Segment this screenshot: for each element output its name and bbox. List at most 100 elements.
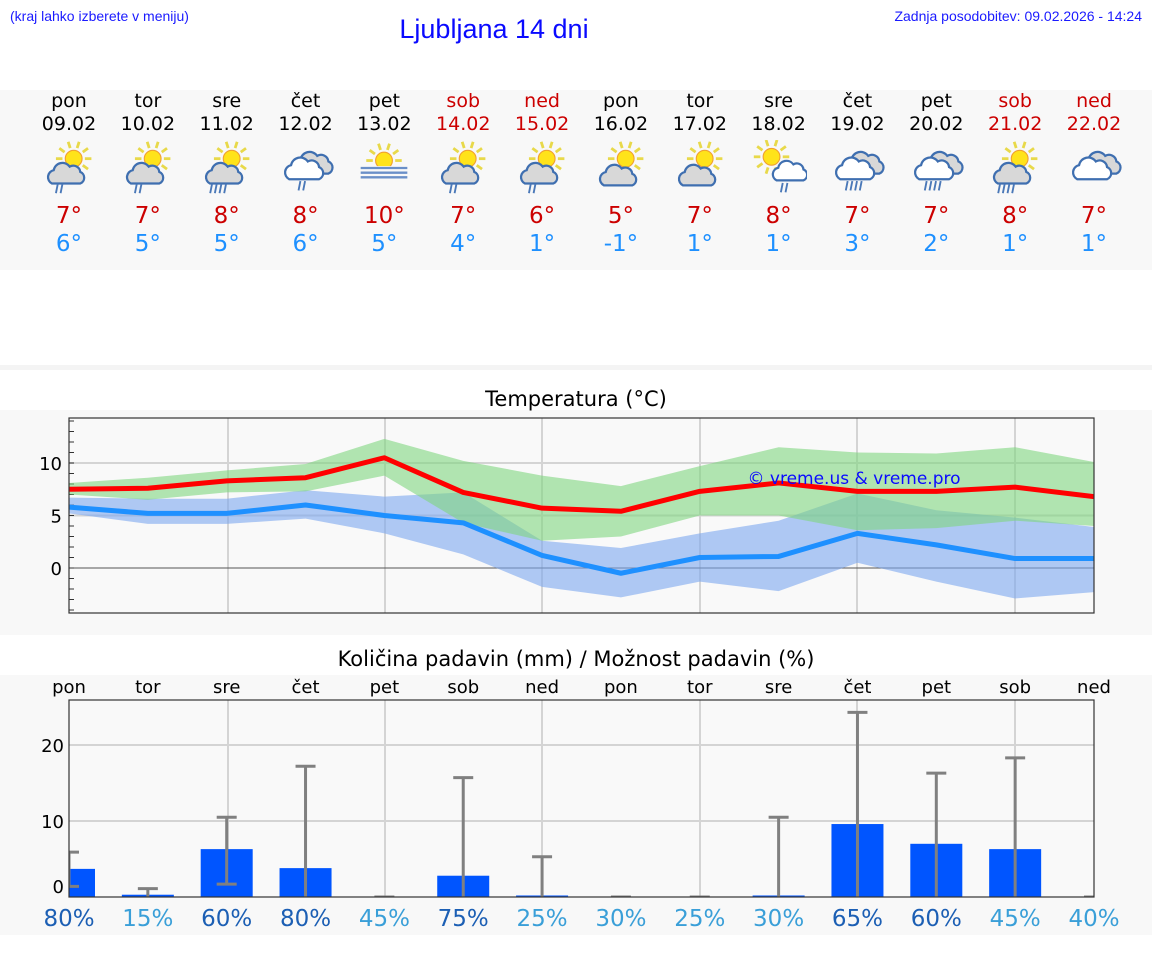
partly-cloudy-icon	[593, 140, 649, 196]
day-forecast: čet 19.02 7° 3°	[818, 90, 896, 258]
temperature-plot-frame	[68, 417, 1095, 614]
day-date: 14.02	[436, 113, 491, 135]
day-name: čet	[842, 90, 873, 112]
day-label: sob	[999, 677, 1031, 698]
min-temperature: 5°	[213, 231, 240, 257]
min-temperature-line	[69, 502, 1094, 576]
day-name: pet	[368, 90, 400, 112]
precipitation-probability: 30%	[753, 906, 804, 932]
day-label: tor	[687, 677, 713, 698]
day-label: ned	[525, 677, 559, 698]
y-tick-label: 5	[51, 507, 62, 528]
day-date: 22.02	[1066, 113, 1122, 135]
day-label: pet	[370, 677, 400, 698]
last-update: Zadnja posodobitev: 09.02.2026 - 14:24	[894, 8, 1142, 24]
day-forecast: tor 10.02 7° 5°	[109, 90, 187, 258]
min-temperature: 6°	[292, 231, 319, 257]
max-temperature-line	[69, 455, 1094, 514]
day-date: 13.02	[357, 113, 412, 135]
day-name: sre	[764, 90, 794, 112]
partly-cloudy-light-rain-icon	[41, 140, 97, 196]
precipitation-plot-frame	[68, 699, 1095, 898]
precipitation-probability: 80%	[43, 906, 94, 932]
y-tick-label: 0	[53, 877, 64, 898]
day-label: pet	[922, 677, 952, 698]
max-temperature: 8°	[765, 203, 792, 229]
day-name: čet	[290, 90, 321, 112]
min-temperature: 3°	[844, 231, 871, 257]
partly-cloudy-rain-icon	[987, 140, 1043, 196]
precipitation-probability: 75%	[438, 906, 489, 932]
precipitation-probability: 30%	[595, 906, 646, 932]
day-date: 18.02	[751, 113, 806, 135]
day-label: sre	[213, 677, 240, 698]
day-name: pon	[51, 90, 87, 112]
day-forecast: čet 12.02 8° 6°	[267, 90, 345, 258]
day-name: pet	[920, 90, 952, 112]
cloudy-rain-icon	[908, 140, 964, 196]
day-forecast: sre 18.02 8° 1°	[740, 90, 818, 258]
max-temperature: 5°	[607, 203, 634, 229]
day-label: pon	[604, 677, 638, 698]
partly-cloudy-light-rain-icon	[435, 140, 491, 196]
day-label: sre	[765, 677, 792, 698]
min-temperature: 5°	[134, 231, 161, 257]
day-date: 12.02	[278, 113, 333, 135]
day-forecast: tor 17.02 7° 1°	[661, 90, 739, 258]
min-temperature: 5°	[371, 231, 398, 257]
day-label: sob	[447, 677, 479, 698]
max-temperature-range-band	[69, 438, 1094, 541]
overcast-icon	[1066, 140, 1122, 196]
precipitation-probability: 25%	[517, 906, 568, 932]
min-temperature: 1°	[765, 231, 792, 257]
y-tick-label: 10	[41, 812, 64, 833]
day-name: sre	[212, 90, 242, 112]
max-temperature: 7°	[450, 203, 477, 229]
y-tick-label: 0	[51, 559, 62, 580]
min-temperature: -1°	[603, 231, 639, 257]
cloudy-rain-icon	[829, 140, 886, 196]
partly-cloudy-rain-icon	[199, 140, 255, 196]
max-temperature: 8°	[1002, 203, 1029, 229]
min-temperature: 1°	[686, 231, 713, 257]
min-temperature: 4°	[450, 231, 477, 257]
precipitation-probability: 45%	[359, 906, 410, 932]
day-forecast: sob 14.02 7° 4°	[424, 90, 502, 258]
precipitation-chart-title: Količina padavin (mm) / Možnost padavin …	[337, 647, 815, 671]
precipitation-probability: 25%	[674, 906, 725, 932]
precipitation-bar	[69, 868, 95, 897]
day-name: sob	[998, 90, 1032, 112]
max-temperature: 8°	[292, 203, 319, 229]
max-temperature: 7°	[686, 203, 713, 229]
min-temperature: 2°	[923, 231, 950, 257]
daily-forecast-strip: pon 09.02 7° 6° tor 10.02 7° 5° sre 11.02 …	[0, 90, 1152, 270]
day-forecast: sob 21.02 8° 1°	[976, 90, 1054, 258]
precipitation-series	[69, 710, 1094, 897]
sun-fog-icon	[356, 140, 412, 196]
max-temperature: 10°	[363, 203, 405, 229]
max-temperature: 8°	[213, 203, 240, 229]
day-label: tor	[135, 677, 161, 698]
precipitation-probability: 15%	[122, 906, 173, 932]
day-date: 17.02	[672, 113, 727, 135]
day-name: pon	[603, 90, 639, 112]
day-forecast: pon 16.02 5° -1°	[582, 90, 660, 258]
day-date: 20.02	[909, 113, 964, 135]
day-date: 09.02	[41, 113, 97, 135]
max-temperature: 7°	[923, 203, 950, 229]
day-name: tor	[134, 90, 162, 112]
day-forecast: ned 15.02 6° 1°	[503, 90, 581, 258]
watermark: © vreme.us & vreme.pro	[747, 469, 960, 489]
precipitation-probability: 80%	[280, 906, 331, 932]
max-temperature: 7°	[844, 203, 871, 229]
day-name: tor	[686, 90, 714, 112]
y-tick-label: 20	[41, 736, 64, 757]
day-name: ned	[524, 90, 560, 112]
day-date: 10.02	[120, 113, 176, 135]
day-label: čet	[292, 677, 320, 698]
cloudy-light-rain-icon	[278, 140, 334, 196]
sun-cloud-light-rain-icon	[751, 139, 808, 196]
day-forecast: ned 22.02 7° 1°	[1055, 90, 1133, 258]
partly-cloudy-icon	[672, 140, 728, 196]
